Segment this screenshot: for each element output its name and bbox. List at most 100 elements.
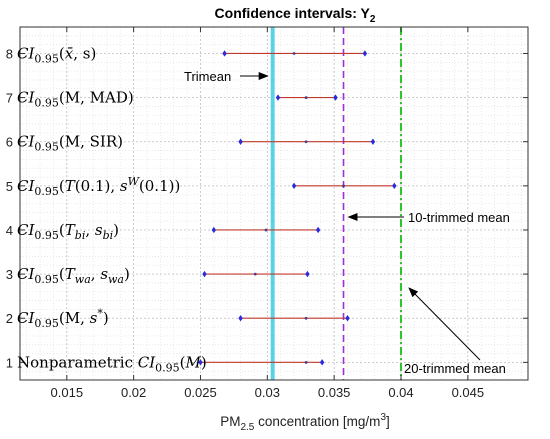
label-part: bi: [103, 229, 114, 242]
interval-low-marker-3: [202, 270, 207, 278]
interval-high-marker-3: [305, 270, 310, 278]
annotation-trimean: Trimean: [184, 69, 231, 84]
label-part: (M, SIR): [59, 133, 123, 151]
x-tick-label: 0.035: [318, 385, 351, 400]
x-tick-label: 0.04: [388, 385, 413, 400]
interval-label-1: Nonparametric CI0.95(M): [17, 353, 207, 374]
y-tick-label: 8: [6, 46, 13, 61]
interval-high-marker-6: [370, 138, 376, 145]
interval-low-marker-1: [198, 359, 203, 366]
reference-lines: [270, 27, 402, 380]
label-part: ): [103, 309, 109, 327]
x-tick-label: 0.015: [51, 385, 84, 400]
label-part: x̄: [65, 44, 74, 62]
label-part: (: [59, 177, 65, 195]
y-tick-label: 1: [6, 355, 13, 370]
interval-center-marker-6: [304, 140, 308, 144]
label-part: CI: [17, 177, 35, 195]
interval-high-marker-4: [315, 226, 321, 234]
label-part: CI: [17, 89, 35, 107]
y-axis-ticks: 1 2 3 4 5 6 7 8: [6, 46, 528, 370]
label-part: ): [113, 221, 119, 239]
label-part: W: [128, 175, 141, 188]
interval-label-4: CI0.95(Tbi, sbi): [17, 221, 119, 242]
interval-center-marker-3: [253, 272, 257, 276]
annotations: Trimean 10-trimmed mean 20-trimmed mean: [184, 69, 510, 376]
label-part: T: [65, 265, 76, 283]
label-part: wa: [75, 273, 91, 286]
label-part: *: [97, 307, 103, 320]
interval-center-marker-5: [342, 184, 345, 188]
interval-high-marker-8: [362, 50, 368, 57]
y-tick-label: 5: [6, 179, 13, 194]
label-part: (M,: [59, 309, 90, 327]
label-part: (: [180, 353, 186, 371]
plot-frame: [19, 26, 529, 381]
label-part: s: [120, 177, 128, 195]
label-part: ,: [91, 265, 101, 283]
interval-low-marker-8: [222, 50, 227, 57]
label-part: ,: [85, 221, 95, 239]
interval-label-3: CI0.95(Twa, swa): [17, 265, 130, 286]
interval-label-2: CI0.95(M, s*): [17, 307, 109, 330]
label-part: 0.95: [34, 97, 59, 110]
interval-low-marker-2: [238, 315, 243, 322]
y-tick-label: 7: [6, 91, 13, 106]
label-part: (0.1),: [75, 177, 120, 195]
label-part: CI: [17, 44, 35, 62]
label-part: CI: [138, 353, 156, 371]
interval-label-8: CI0.95(x̄, s): [17, 44, 96, 65]
label-part: (: [59, 265, 65, 283]
interval-center-marker-7: [304, 96, 308, 99]
label-part: bi: [75, 229, 86, 242]
interval-low-marker-7: [275, 94, 281, 101]
annotation-10-trimmed-mean: 10-trimmed mean: [408, 210, 510, 225]
label-part: 0.95: [34, 317, 59, 330]
label-part: s: [90, 309, 98, 327]
label-part: 0.95: [155, 361, 180, 374]
interval-low-marker-6: [238, 138, 243, 145]
label-part: CI: [17, 309, 35, 327]
interval-low-marker-4: [211, 226, 217, 234]
annotation-20-trimmed-mean: 20-trimmed mean: [404, 361, 506, 376]
label-part: s: [100, 265, 108, 283]
interval-label-7: CI0.95(M, MAD): [17, 89, 134, 110]
interval-high-marker-7: [333, 94, 338, 101]
annotation-arrow-20-trimmed-mean: [408, 287, 481, 361]
chart-title: Confidence intervals: Y2: [215, 5, 376, 25]
interval-high-marker-2: [345, 315, 350, 322]
label-part: (: [59, 44, 65, 62]
x-tick-label: 0.025: [184, 385, 217, 400]
label-part: s: [95, 221, 103, 239]
interval-high-marker-1: [319, 359, 325, 366]
x-tick-label: 0.045: [452, 385, 485, 400]
interval-center-marker-8: [292, 52, 296, 55]
confidence-intervals: [198, 50, 397, 366]
label-part: (M, MAD): [59, 89, 134, 107]
y-tick-label: 4: [6, 223, 13, 238]
label-part: CI: [17, 133, 35, 151]
label-part: Nonparametric: [17, 353, 138, 371]
label-part: T: [65, 177, 76, 195]
x-tick-label: 0.03: [255, 385, 280, 400]
label-part: 0.95: [34, 141, 59, 154]
x-axis-ticks: 0.015 0.02 0.025 0.03 0.035 0.04 0.045: [51, 27, 485, 400]
y-tick-label: 6: [6, 135, 13, 150]
interval-label-5: CI0.95(T(0.1), sW(0.1)): [17, 175, 180, 198]
label-part: T: [65, 221, 76, 239]
label-part: ): [201, 353, 207, 371]
y-tick-label: 3: [6, 267, 13, 282]
interval-low-marker-5: [291, 182, 297, 190]
interval-high-marker-5: [392, 182, 397, 190]
label-part: , s): [73, 44, 96, 62]
y-tick-label: 2: [6, 311, 13, 326]
label-part: M: [185, 353, 202, 371]
label-part: 0.95: [34, 229, 59, 242]
label-part: (0.1)): [139, 177, 180, 195]
label-part: 0.95: [34, 273, 59, 286]
label-part: CI: [17, 265, 35, 283]
label-part: 0.95: [34, 52, 59, 65]
label-part: (: [59, 221, 65, 239]
x-axis-label: PM2.5 concentration [mg/m3]: [220, 412, 390, 433]
